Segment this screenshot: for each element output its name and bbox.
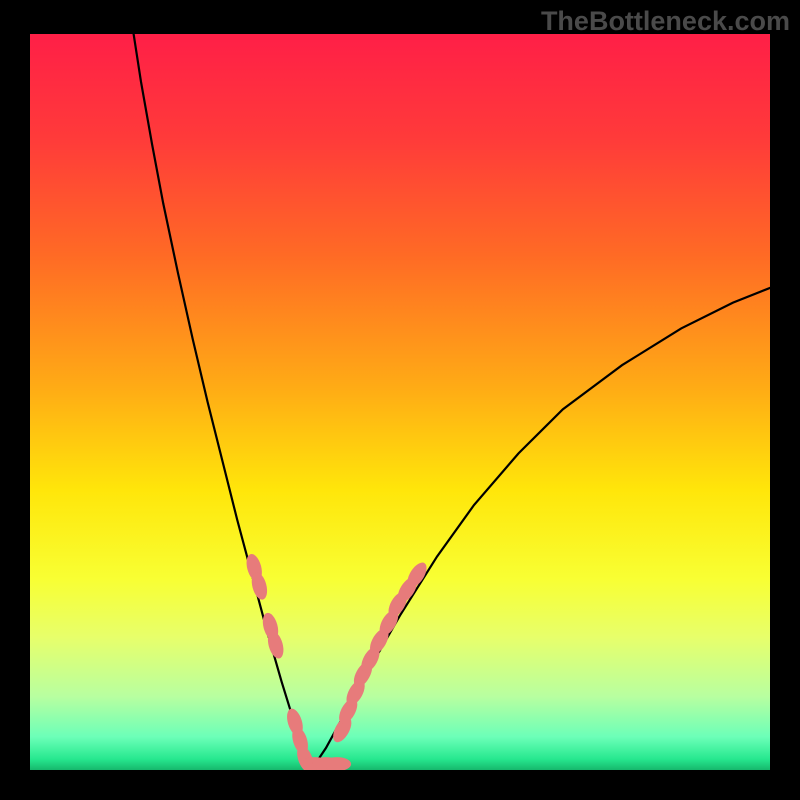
- chart-svg: [30, 34, 770, 770]
- plot-area: [30, 34, 770, 770]
- gradient-background: [30, 34, 770, 770]
- watermark-text: TheBottleneck.com: [541, 6, 790, 37]
